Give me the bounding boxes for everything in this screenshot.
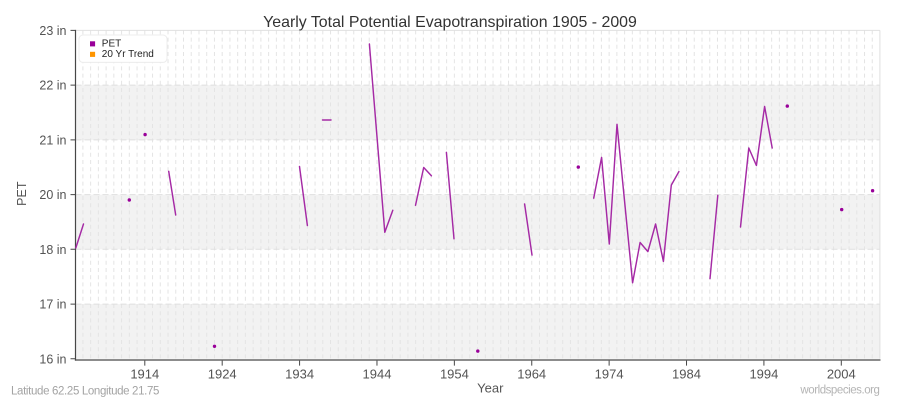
svg-text:2004: 2004 (827, 366, 856, 381)
svg-text:22 in: 22 in (39, 79, 66, 93)
svg-text:1914: 1914 (130, 366, 159, 381)
svg-text:23 in: 23 in (39, 24, 66, 38)
svg-text:PET: PET (102, 39, 121, 50)
svg-text:21 in: 21 in (39, 134, 66, 148)
svg-text:1944: 1944 (363, 366, 392, 381)
svg-text:worldspecies.org: worldspecies.org (799, 385, 879, 397)
svg-text:1964: 1964 (517, 366, 546, 381)
svg-text:Latitude 62.25 Longitude 21.75: Latitude 62.25 Longitude 21.75 (11, 386, 159, 398)
svg-text:PET: PET (15, 181, 29, 206)
svg-text:1974: 1974 (595, 366, 624, 381)
svg-text:20 in: 20 in (39, 188, 66, 202)
svg-text:20 Yr Trend: 20 Yr Trend (102, 49, 154, 60)
svg-text:1924: 1924 (208, 366, 237, 381)
svg-text:Yearly Total Potential Evapotr: Yearly Total Potential Evapotranspiratio… (263, 14, 637, 31)
svg-text:Year: Year (477, 381, 504, 396)
svg-text:16 in: 16 in (39, 352, 66, 366)
svg-text:1934: 1934 (285, 366, 314, 381)
svg-text:1954: 1954 (440, 366, 469, 381)
svg-text:1984: 1984 (672, 366, 701, 381)
svg-text:17 in: 17 in (39, 298, 66, 312)
svg-text:1994: 1994 (749, 366, 778, 381)
svg-text:18 in: 18 in (39, 243, 66, 257)
